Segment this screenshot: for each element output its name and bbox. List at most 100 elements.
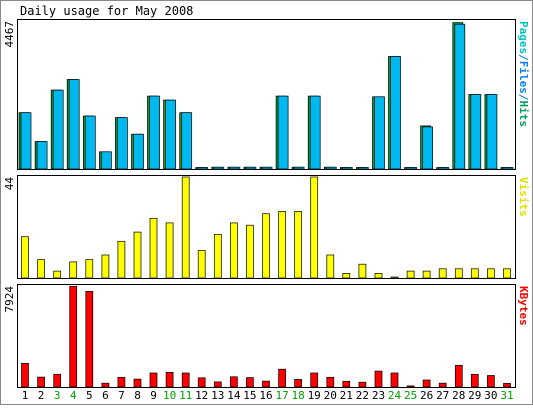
bar-visits-visits-day-28 <box>454 268 463 279</box>
x-tick-label-day-28: 28 <box>452 389 465 402</box>
bar-pages-files-hits-files-day-17 <box>277 95 289 170</box>
bar-pages-files-hits-files-day-12 <box>197 167 209 170</box>
bar-pages-files-hits-files-day-19 <box>309 95 321 170</box>
x-tick-label-day-3: 3 <box>54 389 61 402</box>
bar-pages-files-hits-files-day-28 <box>454 23 466 170</box>
x-tick-label-day-1: 1 <box>22 389 29 402</box>
bar-pages-files-hits-files-day-24 <box>390 56 401 170</box>
bar-pages-files-hits-files-day-26 <box>422 126 433 170</box>
bar-visits-visits-day-3 <box>53 270 62 279</box>
bar-kbytes-kbytes-day-20 <box>326 376 335 388</box>
bar-pages-files-hits-files-day-22 <box>358 167 369 170</box>
bar-pages-files-hits-files-day-10 <box>165 99 176 170</box>
bar-kbytes-kbytes-day-14 <box>230 376 238 388</box>
bar-visits-visits-day-4 <box>69 261 78 279</box>
bar-pages-files-hits-files-day-14 <box>229 166 241 170</box>
bar-pages-files-hits-files-day-6 <box>101 151 112 170</box>
panel-frame-kbytes <box>17 284 516 388</box>
bar-kbytes-kbytes-day-31 <box>503 383 511 388</box>
bar-visits-visits-day-15 <box>246 224 254 279</box>
bar-kbytes-kbytes-day-29 <box>470 373 479 388</box>
bar-visits-visits-day-18 <box>294 211 302 279</box>
bar-kbytes-kbytes-day-4 <box>69 285 78 388</box>
x-tick-label-day-14: 14 <box>227 389 241 402</box>
bar-visits-visits-day-1 <box>21 236 29 279</box>
x-tick-label-day-16: 16 <box>259 389 272 402</box>
bar-visits-visits-day-7 <box>117 240 126 279</box>
ymax-label-visits: 44 <box>3 177 16 191</box>
bar-kbytes-kbytes-day-24 <box>390 372 399 388</box>
bar-pages-files-hits-files-day-1 <box>20 112 32 170</box>
bar-visits-visits-day-26 <box>422 270 431 279</box>
bar-pages-files-hits-files-day-13 <box>213 166 225 170</box>
bar-kbytes-kbytes-day-7 <box>117 376 126 388</box>
x-tick-label-day-12: 12 <box>195 389 208 402</box>
x-tick-label-day-26: 26 <box>420 389 433 402</box>
bar-kbytes-kbytes-day-8 <box>133 378 142 388</box>
bar-visits-visits-day-31 <box>503 268 511 279</box>
bar-pages-files-hits-files-day-11 <box>181 112 193 170</box>
bar-visits-visits-day-16 <box>262 213 270 279</box>
bar-pages-files-hits-files-day-15 <box>245 166 257 170</box>
bar-visits-visits-day-11 <box>181 176 190 279</box>
bar-pages-files-hits-files-day-30 <box>486 94 498 170</box>
x-tick-label-day-6: 6 <box>102 389 109 402</box>
legend-part-kbytes-0: KBytes <box>517 286 530 326</box>
bar-pages-files-hits-files-day-3 <box>52 89 64 170</box>
bar-kbytes-kbytes-day-18 <box>294 379 302 388</box>
x-tick-label-day-24: 24 <box>388 389 402 402</box>
bar-pages-files-hits-files-day-29 <box>470 94 482 170</box>
bar-kbytes-kbytes-day-28 <box>454 364 463 388</box>
x-tick-label-day-17: 17 <box>275 389 288 402</box>
bar-visits-visits-day-23 <box>374 273 383 279</box>
bar-visits-visits-day-10 <box>165 222 174 279</box>
bar-pages-files-hits-files-day-18 <box>293 166 305 170</box>
bar-kbytes-kbytes-day-17 <box>278 368 286 388</box>
legend-part-pages-files-hits-4: Hits <box>517 101 530 128</box>
x-tick-label-day-9: 9 <box>150 389 157 402</box>
x-tick-label-day-20: 20 <box>324 389 337 402</box>
x-tick-label-day-31: 31 <box>500 389 513 402</box>
bar-kbytes-kbytes-day-22 <box>358 381 367 388</box>
bar-kbytes-kbytes-day-30 <box>487 375 495 388</box>
x-tick-label-day-10: 10 <box>163 389 176 402</box>
bar-pages-files-hits-files-day-31 <box>502 167 514 170</box>
x-tick-label-day-23: 23 <box>372 389 385 402</box>
bar-kbytes-kbytes-day-12 <box>197 377 206 388</box>
x-tick-label-day-4: 4 <box>70 389 77 402</box>
x-tick-label-day-5: 5 <box>86 389 93 402</box>
bar-kbytes-kbytes-day-1 <box>21 363 29 388</box>
bar-visits-visits-day-29 <box>470 268 479 279</box>
bar-kbytes-kbytes-day-11 <box>181 372 190 388</box>
bar-kbytes-kbytes-day-5 <box>85 291 94 388</box>
bar-visits-visits-day-17 <box>278 211 286 279</box>
legend-part-pages-files-hits-0: Pages <box>517 21 530 54</box>
bar-visits-visits-day-24 <box>390 276 399 279</box>
bar-pages-files-hits-files-day-2 <box>36 141 48 170</box>
bar-pages-files-hits-files-day-5 <box>84 115 96 170</box>
bar-pages-files-hits-files-day-4 <box>68 79 80 170</box>
bar-visits-visits-day-30 <box>487 268 495 279</box>
x-tick-label-day-2: 2 <box>38 389 45 402</box>
bar-kbytes-kbytes-day-6 <box>101 382 110 388</box>
legend-part-visits-0: Visits <box>517 177 530 217</box>
bar-visits-visits-day-27 <box>438 268 447 279</box>
bar-visits-visits-day-20 <box>326 254 335 279</box>
x-tick-label-day-21: 21 <box>340 389 353 402</box>
bar-visits-visits-day-6 <box>101 254 110 279</box>
bar-visits-visits-day-8 <box>133 231 142 279</box>
x-tick-label-day-25: 25 <box>404 389 417 402</box>
series-legend-pages-files-hits: Pages/Files/Hits <box>517 21 530 127</box>
panel-visits: 44 Visits <box>3 175 530 279</box>
ymax-label-pages-files-hits: 4467 <box>3 21 16 48</box>
bar-kbytes-kbytes-day-15 <box>246 377 254 388</box>
bar-kbytes-kbytes-day-13 <box>213 381 222 388</box>
bar-visits-visits-day-21 <box>342 273 351 279</box>
bar-kbytes-kbytes-day-25 <box>406 385 415 388</box>
x-tick-label-day-8: 8 <box>134 389 141 402</box>
bar-pages-files-hits-files-day-27 <box>438 167 450 170</box>
series-legend-visits: Visits <box>517 177 530 217</box>
